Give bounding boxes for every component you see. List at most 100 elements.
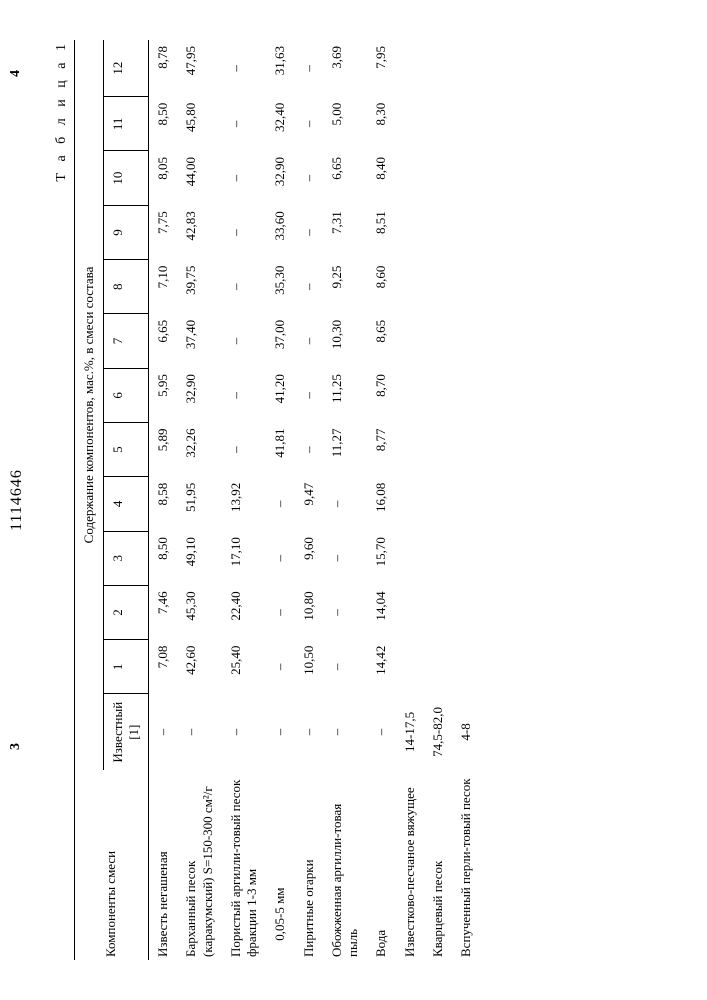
row-value: 11,27 [323,422,368,476]
row-value: 31,63 [266,40,294,97]
row-value: 17,10 [222,531,267,585]
data-table: Компоненты смеси Содержание компонентов,… [74,40,480,960]
row-value [424,640,452,694]
row-value: 16,08 [367,477,395,531]
row-value: – [295,151,323,205]
row-izv: – [323,694,368,770]
row-value: 8,60 [367,260,395,314]
row-value: 9,47 [295,477,323,531]
row-value [424,40,452,97]
row-value: 13,92 [222,477,267,531]
table-label: Т а б л и ц а 1 [54,40,70,960]
row-label: Вспученный перли-товый песок [452,770,480,960]
row-value: – [323,585,368,639]
row-value: 39,75 [177,260,222,314]
row-value [424,314,452,368]
header-left: Компоненты смеси [75,770,149,960]
row-value: 10,30 [323,314,368,368]
row-value [396,531,424,585]
row-value: 37,00 [266,314,294,368]
row-value: 8,40 [367,151,395,205]
row-value: – [323,531,368,585]
header-col-3: 3 [104,531,149,585]
row-value: – [222,205,267,259]
row-value: 9,25 [323,260,368,314]
header-col-2: 2 [104,585,149,639]
row-value: 8,50 [149,531,178,585]
row-value: – [323,477,368,531]
row-izv: – [149,694,178,770]
row-value: 41,20 [266,368,294,422]
row-value: 41,81 [266,422,294,476]
row-value [396,40,424,97]
row-value: 15,70 [367,531,395,585]
row-value: 5,95 [149,368,178,422]
row-label: 0,05-5 мм [266,770,294,960]
row-value: 33,60 [266,205,294,259]
row-value [424,97,452,151]
header-col-9: 9 [104,205,149,259]
row-value: 8,58 [149,477,178,531]
row-value: 45,80 [177,97,222,151]
row-value: – [222,97,267,151]
row-value: 45,30 [177,585,222,639]
row-value: – [222,151,267,205]
row-value [452,585,480,639]
header-col-7: 7 [104,314,149,368]
row-value [396,368,424,422]
row-value: – [295,314,323,368]
row-value: 9,60 [295,531,323,585]
row-value: – [222,40,267,97]
row-value: 6,65 [323,151,368,205]
row-value: – [222,422,267,476]
header-col-10: 10 [104,151,149,205]
row-value: 11,25 [323,368,368,422]
row-value [396,314,424,368]
row-value: 8,77 [367,422,395,476]
row-value [396,585,424,639]
row-value: 44,00 [177,151,222,205]
header-col-11: 11 [104,97,149,151]
row-value: – [295,97,323,151]
row-value: – [222,314,267,368]
row-value: – [295,260,323,314]
row-value: 8,51 [367,205,395,259]
row-value: 5,00 [323,97,368,151]
row-value [424,368,452,422]
row-izv: – [266,694,294,770]
header-col-12: 12 [104,40,149,97]
row-value [452,40,480,97]
row-value: 7,95 [367,40,395,97]
table-row: Обожженная аргилли-товая пыль–––––11,271… [323,40,368,960]
row-value: 7,10 [149,260,178,314]
row-value: 32,90 [177,368,222,422]
row-value: 32,90 [266,151,294,205]
row-value: 25,40 [222,640,267,694]
row-izv: – [367,694,395,770]
row-value [396,477,424,531]
header-col-8: 8 [104,260,149,314]
row-value: 8,65 [367,314,395,368]
header-col-4: 4 [104,477,149,531]
row-izv: 14-17,5 [396,694,424,770]
row-value [452,477,480,531]
row-value [452,531,480,585]
header-izv: Известный [1] [104,694,149,770]
row-value: 22,40 [222,585,267,639]
row-value [452,97,480,151]
row-value [452,260,480,314]
row-value [424,477,452,531]
row-value [452,314,480,368]
row-value: 42,83 [177,205,222,259]
row-label: Известь негашеная [149,770,178,960]
table-row: Известково-песчаное вяжущее14-17,5 [396,40,424,960]
row-value: 32,26 [177,422,222,476]
row-label: Пористый аргилли-товый песок фракции 1-3… [222,770,267,960]
row-label: Вода [367,770,395,960]
row-value: 7,75 [149,205,178,259]
row-value: 10,80 [295,585,323,639]
row-value: 7,31 [323,205,368,259]
row-value: 8,70 [367,368,395,422]
row-value [424,585,452,639]
row-label: Барханный песок (каракумский) S=150-300 … [177,770,222,960]
